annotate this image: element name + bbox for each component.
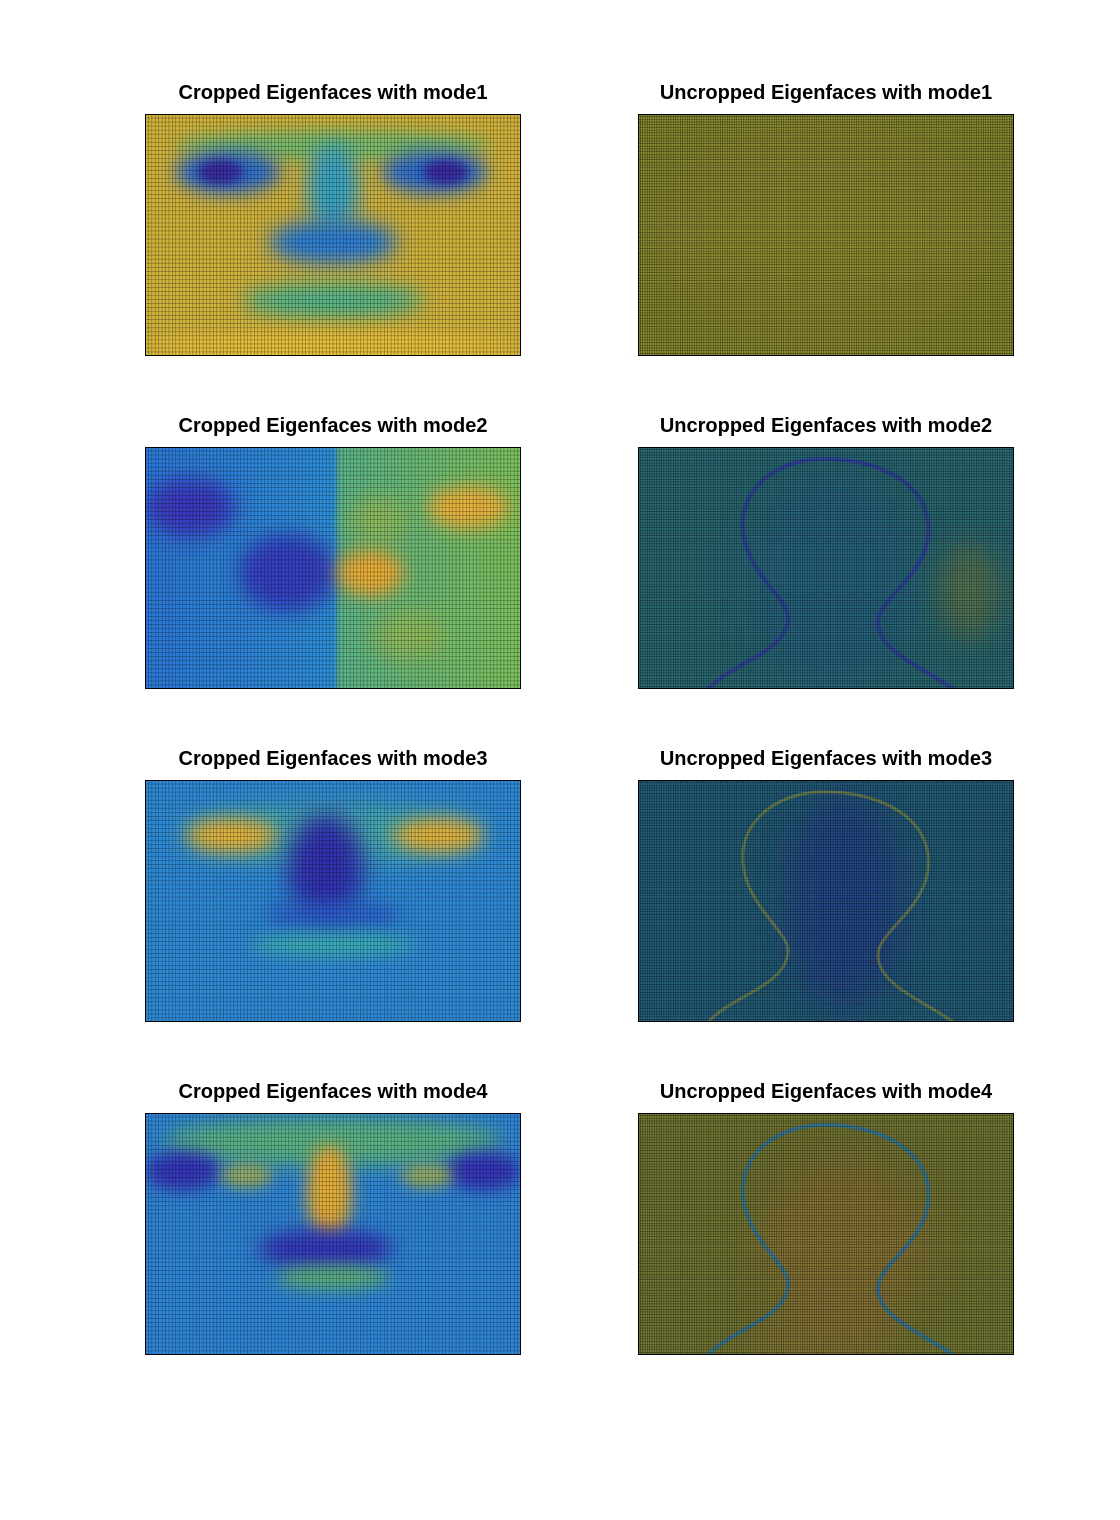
subplot-uncropped-mode2: Uncropped Eigenfaces with mode2 bbox=[638, 413, 1014, 689]
subplot-title: Uncropped Eigenfaces with mode3 bbox=[659, 748, 993, 770]
subplot-title: Cropped Eigenfaces with mode4 bbox=[178, 1081, 488, 1103]
nose-base bbox=[269, 220, 397, 265]
plot-border bbox=[145, 780, 521, 1022]
left-eye bbox=[186, 818, 277, 853]
left-eye bbox=[145, 1151, 221, 1191]
mesh-grid bbox=[638, 114, 1014, 356]
mesh-grid bbox=[145, 1113, 521, 1355]
subplot-title: Cropped Eigenfaces with mode3 bbox=[178, 748, 488, 770]
subplot-title: Cropped Eigenfaces with mode2 bbox=[178, 415, 488, 437]
mesh-grid bbox=[145, 780, 521, 1022]
right-eye bbox=[393, 818, 484, 853]
subplot-uncropped-mode4: Uncropped Eigenfaces with mode4 bbox=[638, 1079, 1014, 1355]
nose-bridge bbox=[306, 143, 360, 231]
surface-plot bbox=[638, 1113, 1014, 1355]
left-cheek bbox=[220, 1163, 273, 1189]
left-eye bbox=[145, 478, 236, 537]
subplot-title: Cropped Eigenfaces with mode1 bbox=[178, 82, 488, 104]
surface-plot bbox=[145, 447, 521, 689]
subplot-cropped-mode3: Cropped Eigenfaces with mode3 bbox=[145, 746, 521, 1022]
right-eye bbox=[427, 485, 510, 530]
mouth bbox=[257, 1229, 394, 1268]
nose bbox=[287, 813, 364, 921]
plot-border bbox=[638, 1113, 1014, 1355]
mouth bbox=[242, 283, 424, 318]
plot-border bbox=[638, 447, 1014, 689]
subplot-uncropped-mode3: Uncropped Eigenfaces with mode3 bbox=[638, 746, 1014, 1022]
surface-plot bbox=[145, 1113, 521, 1355]
surface-plot bbox=[638, 780, 1014, 1022]
subplot-title: Uncropped Eigenfaces with mode4 bbox=[659, 1081, 993, 1103]
surface-plot bbox=[638, 447, 1014, 689]
mesh-grid bbox=[145, 447, 521, 689]
chin bbox=[276, 1265, 390, 1290]
surface-plot bbox=[638, 114, 1014, 356]
surface-plot bbox=[145, 114, 521, 356]
plot-border bbox=[638, 114, 1014, 356]
subplot-cropped-mode1: Cropped Eigenfaces with mode1 bbox=[145, 80, 521, 356]
mesh-grid bbox=[638, 780, 1014, 1022]
subplot-uncropped-mode1: Uncropped Eigenfaces with mode1 bbox=[638, 80, 1014, 356]
nose-left bbox=[239, 534, 337, 612]
right-pupil bbox=[423, 159, 469, 185]
face-region bbox=[750, 471, 917, 689]
surface-plot bbox=[145, 780, 521, 1022]
subplot-cropped-mode4: Cropped Eigenfaces with mode4 bbox=[145, 1079, 521, 1355]
right-cheek bbox=[400, 1163, 454, 1189]
plot-border bbox=[638, 780, 1014, 1022]
plot-border bbox=[145, 1113, 521, 1355]
subplot-title: Uncropped Eigenfaces with mode2 bbox=[659, 415, 993, 437]
jaw-right bbox=[370, 611, 446, 660]
mesh-grid bbox=[638, 447, 1014, 689]
subplot-cropped-mode2: Cropped Eigenfaces with mode2 bbox=[145, 413, 521, 689]
cheek-right bbox=[348, 495, 409, 544]
mouth bbox=[250, 932, 416, 957]
nose-right bbox=[336, 548, 405, 598]
left-pupil bbox=[197, 159, 243, 185]
forehead bbox=[163, 1117, 503, 1167]
chin-band bbox=[145, 331, 521, 356]
nose-base bbox=[265, 901, 401, 931]
nose-bridge bbox=[306, 1144, 352, 1242]
mesh-grid bbox=[638, 1113, 1014, 1355]
mesh-grid bbox=[145, 114, 521, 356]
plot-border bbox=[145, 447, 521, 689]
subplot-title: Uncropped Eigenfaces with mode1 bbox=[659, 82, 993, 104]
right-eye bbox=[445, 1151, 521, 1191]
plot-border bbox=[145, 114, 521, 356]
